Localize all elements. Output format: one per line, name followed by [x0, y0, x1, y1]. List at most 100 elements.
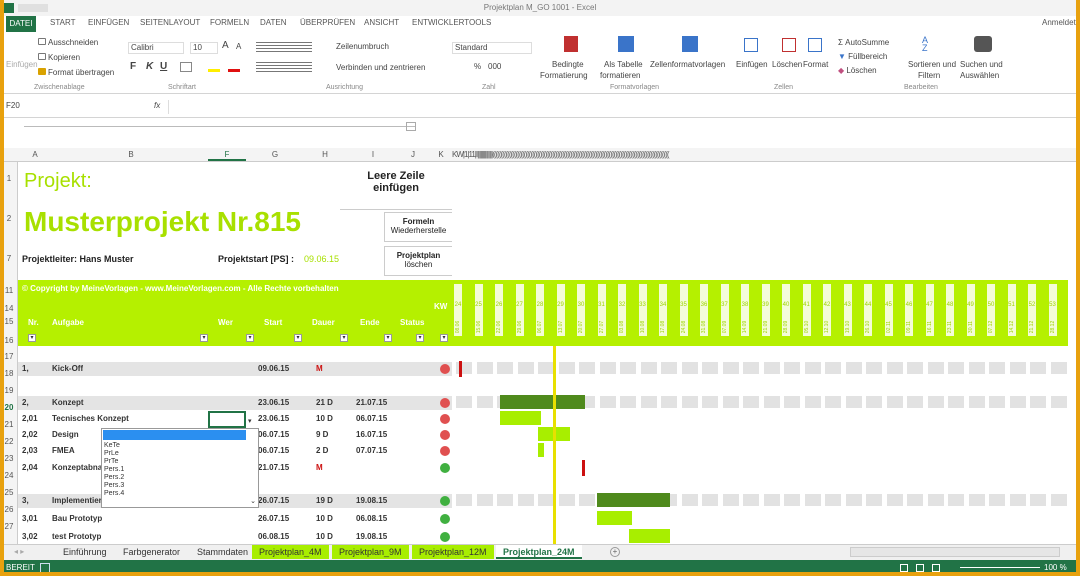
gantt-bar[interactable] — [538, 443, 544, 457]
shrink-font-button[interactable]: A — [236, 42, 242, 51]
sheet-tab[interactable]: Einführung — [63, 547, 107, 557]
clear-button[interactable]: ◆ Löschen — [838, 66, 877, 75]
task-end[interactable]: 06.08.15 — [356, 514, 388, 523]
task-start[interactable]: 21.07.15 — [258, 463, 290, 472]
task-end[interactable]: 06.07.15 — [356, 414, 388, 423]
task-duration[interactable]: 21 D — [316, 398, 333, 407]
task-duration[interactable]: 10 D — [316, 414, 333, 423]
copy-button[interactable]: Kopieren — [38, 53, 80, 62]
col-h[interactable]: H — [322, 150, 328, 159]
autosum-button[interactable]: Σ AutoSumme — [838, 38, 889, 47]
align-top-icons[interactable] — [256, 42, 312, 52]
outline-button[interactable] — [406, 122, 416, 131]
task-end[interactable]: 21.07.15 — [356, 398, 388, 407]
gantt-milestone[interactable] — [458, 361, 462, 377]
task-nr[interactable]: 2,04 — [22, 463, 38, 472]
sheet-tab[interactable]: Farbgenerator — [123, 547, 181, 557]
dropdown-option[interactable]: PrTe — [104, 458, 119, 465]
task-duration[interactable]: M — [316, 463, 323, 472]
conditional-format-button[interactable]: Bedingte — [552, 60, 584, 69]
format-cells-button[interactable]: Format — [803, 60, 829, 69]
task-nr[interactable]: 2,02 — [22, 430, 38, 439]
row-number[interactable]: 15 — [4, 317, 14, 326]
col-j[interactable]: J — [411, 150, 415, 159]
task-nr[interactable]: 1, — [22, 364, 29, 373]
row-number[interactable]: 25 — [4, 488, 14, 497]
task-duration[interactable]: 2 D — [316, 446, 329, 455]
filter-dropdown[interactable]: ▾ — [384, 334, 392, 342]
sheet-tab[interactable]: Projektplan_24M — [496, 545, 582, 559]
col-k[interactable]: K — [438, 150, 444, 159]
task-nr[interactable]: 3,01 — [22, 514, 38, 523]
font-size-select[interactable]: 10 — [190, 42, 218, 54]
task-duration[interactable]: M — [316, 364, 323, 373]
row-number[interactable]: 26 — [4, 505, 14, 514]
delete-plan-button[interactable]: Projektplan löschen — [384, 246, 452, 276]
zoom-slider[interactable] — [960, 567, 1040, 568]
user-login[interactable]: Anmeldet — [1042, 18, 1076, 27]
task-end[interactable]: 16.07.15 — [356, 430, 388, 439]
dropdown-option[interactable]: Pers.2 — [104, 474, 125, 481]
task-duration[interactable]: 9 D — [316, 430, 329, 439]
filter-dropdown[interactable]: ▾ — [416, 334, 424, 342]
row-number[interactable]: 2 — [6, 214, 12, 223]
cell-styles-button[interactable]: Zellenformatvorlagen — [650, 60, 726, 69]
gantt-milestone[interactable] — [581, 460, 585, 476]
row-number[interactable]: 16 — [4, 336, 14, 345]
merge-center-button[interactable]: Verbinden und zentrieren — [336, 63, 426, 72]
sheet-nav-icon[interactable]: ◂ ▸ — [14, 547, 25, 556]
task-duration[interactable]: 10 D — [316, 514, 333, 523]
col-b[interactable]: B — [128, 150, 134, 159]
dropdown-list[interactable]: KeTe PrLe PrTe Pers.1 Pers.2 Pers.3 Pers.4 ⌄ — [101, 428, 259, 508]
task-nr[interactable]: 3,02 — [22, 532, 38, 541]
dropdown-option[interactable]: PrLe — [104, 450, 119, 457]
task-duration[interactable]: 10 D — [316, 532, 333, 541]
table-format-button[interactable]: Als Tabelle — [604, 60, 643, 69]
project-start-value[interactable]: 09.06.15 — [304, 254, 340, 264]
task-name[interactable]: Konzeptabnahme — [52, 463, 119, 472]
normal-view-icon[interactable] — [900, 564, 908, 572]
gantt-bar[interactable] — [596, 511, 632, 525]
col-g[interactable]: G — [271, 150, 279, 159]
sheet-tab[interactable]: Projektplan_12M — [412, 545, 494, 559]
filter-dropdown[interactable]: ▾ — [294, 334, 302, 342]
gantt-bar[interactable] — [628, 529, 670, 543]
task-duration[interactable]: 19 D — [316, 496, 333, 505]
task-nr[interactable]: 2, — [22, 398, 29, 407]
page-break-icon[interactable] — [932, 564, 940, 572]
quick-access-icons[interactable] — [18, 4, 48, 12]
restore-formulas-button[interactable]: Formeln Wiederherstelle — [384, 212, 452, 242]
task-nr[interactable]: 3, — [22, 496, 29, 505]
sort-filter-button[interactable]: Sortieren und — [908, 60, 957, 69]
percent-button[interactable]: % — [474, 62, 482, 71]
row-number[interactable]: 23 — [4, 454, 14, 463]
dropdown-arrow-icon[interactable]: ▾ — [248, 418, 252, 425]
page-layout-icon[interactable] — [916, 564, 924, 572]
task-start[interactable]: 06.08.15 — [258, 532, 290, 541]
row-number[interactable]: 27 — [4, 522, 14, 531]
filter-dropdown[interactable]: ▾ — [28, 334, 36, 342]
row-number[interactable]: 19 — [4, 386, 14, 395]
filter-dropdown[interactable]: ▾ — [200, 334, 208, 342]
tab-seitenlayout[interactable]: SEITENLAYOUT — [140, 18, 201, 27]
sheet-tab[interactable]: Stammdaten — [197, 547, 249, 557]
task-start[interactable]: 06.07.15 — [258, 446, 290, 455]
horizontal-scrollbar[interactable] — [850, 547, 1060, 557]
row-number[interactable]: 14 — [4, 304, 14, 313]
task-name[interactable]: Implementierung — [52, 496, 117, 505]
task-start[interactable]: 23.06.15 — [258, 414, 290, 423]
task-name[interactable]: Bau Prototyp — [52, 514, 103, 523]
fill-button[interactable]: ▼ Füllbereich — [838, 52, 887, 61]
tab-entwicklertools[interactable]: ENTWICKLERTOOLS — [412, 18, 492, 27]
sheet-tab[interactable]: Projektplan_9M — [332, 545, 409, 559]
task-name[interactable]: FMEA — [52, 446, 75, 455]
underline-button[interactable]: U — [160, 61, 168, 72]
row-number[interactable]: 11 — [4, 286, 14, 295]
task-start[interactable]: 06.07.15 — [258, 430, 290, 439]
row-number[interactable]: 17 — [4, 352, 14, 361]
task-start[interactable]: 09.06.15 — [258, 364, 290, 373]
add-sheet-icon[interactable]: + — [610, 547, 620, 557]
thousands-button[interactable]: 000 — [488, 62, 502, 71]
wrap-text-button[interactable]: Zeilenumbruch — [336, 42, 389, 51]
sheet-tab[interactable]: Projektplan_4M — [252, 545, 329, 559]
